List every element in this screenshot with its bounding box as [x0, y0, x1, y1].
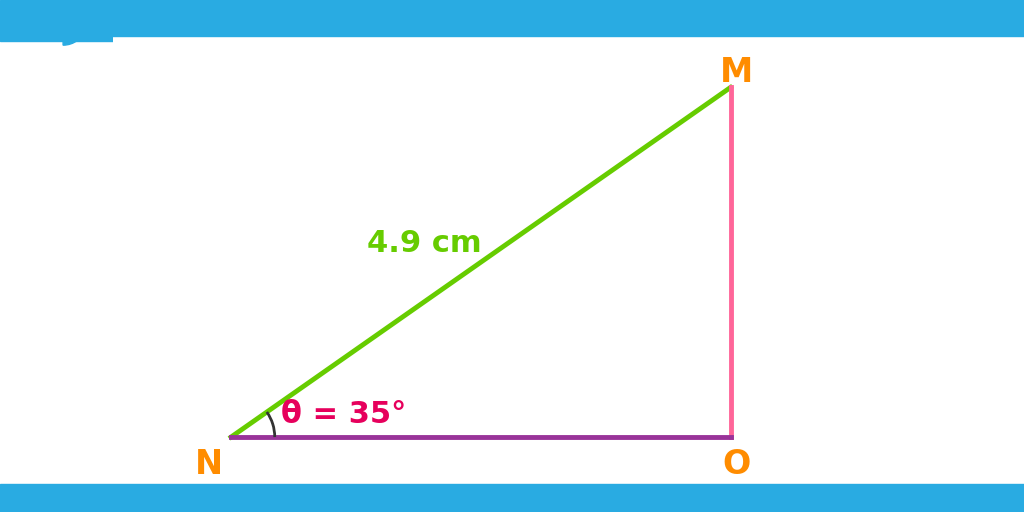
Text: O: O [723, 448, 751, 481]
Wedge shape [63, 29, 83, 45]
Bar [0, 25, 113, 41]
Polygon shape [49, 23, 63, 29]
Text: SOM: SOM [33, 54, 80, 72]
Polygon shape [49, 23, 63, 29]
Text: M: M [720, 56, 754, 89]
Text: θ = 35°: θ = 35° [281, 400, 407, 429]
Text: N: N [195, 448, 222, 481]
Text: STORY OF MATHEMATICS: STORY OF MATHEMATICS [26, 76, 87, 81]
Text: 4.9 cm: 4.9 cm [368, 229, 482, 258]
Wedge shape [30, 7, 49, 23]
